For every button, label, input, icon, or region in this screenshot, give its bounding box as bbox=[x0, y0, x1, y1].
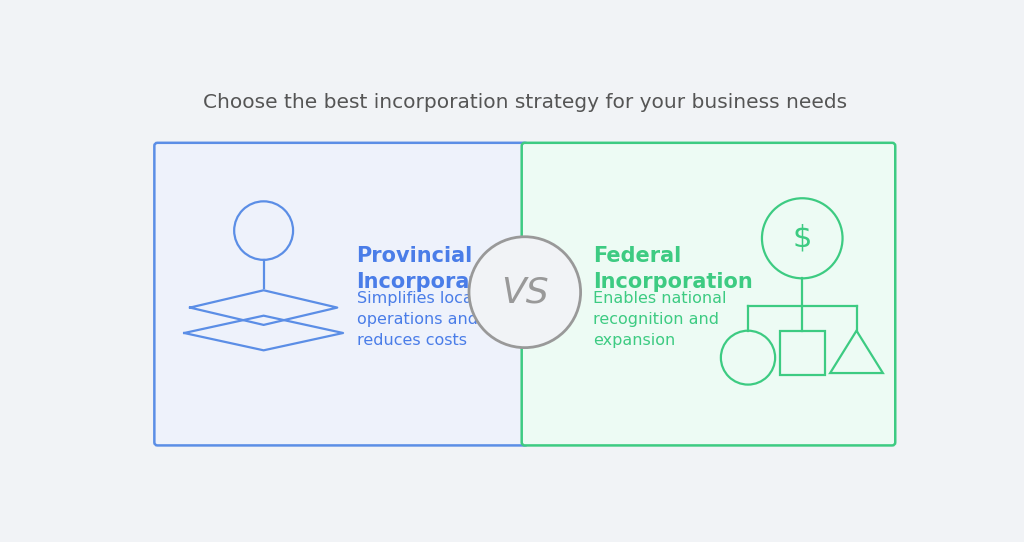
Text: $: $ bbox=[793, 224, 812, 253]
Text: VS: VS bbox=[501, 275, 549, 309]
Bar bbox=[779, 331, 824, 376]
FancyBboxPatch shape bbox=[155, 143, 528, 446]
Text: Enables national
recognition and
expansion: Enables national recognition and expansi… bbox=[593, 291, 726, 347]
Text: Simplifies local
operations and
reduces costs: Simplifies local operations and reduces … bbox=[356, 291, 477, 347]
Text: Provincial
Incorporation: Provincial Incorporation bbox=[356, 246, 516, 292]
Circle shape bbox=[469, 237, 581, 347]
Text: Federal
Incorporation: Federal Incorporation bbox=[593, 246, 753, 292]
FancyBboxPatch shape bbox=[521, 143, 895, 446]
Text: Choose the best incorporation strategy for your business needs: Choose the best incorporation strategy f… bbox=[203, 93, 847, 112]
